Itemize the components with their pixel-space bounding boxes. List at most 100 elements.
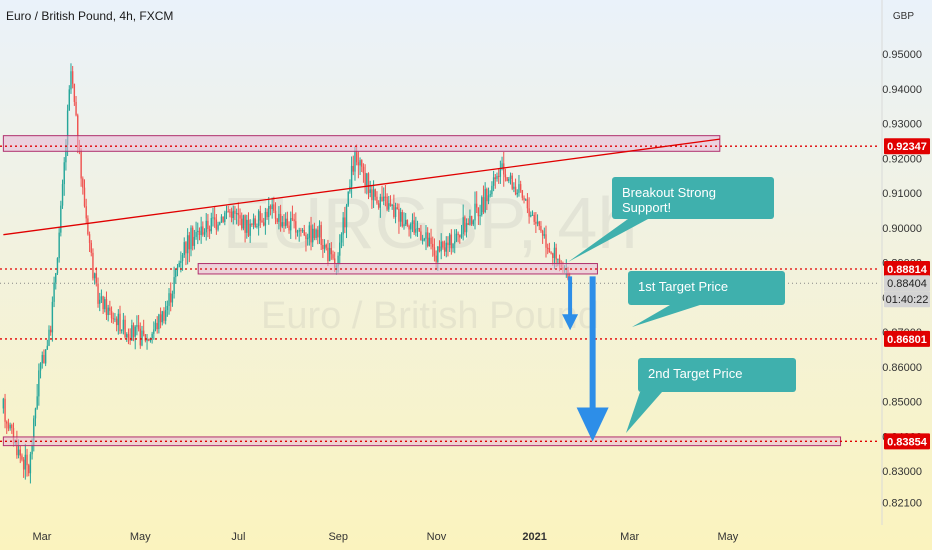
candle-body — [317, 229, 319, 238]
candle-body — [93, 273, 96, 279]
candle-body — [525, 199, 527, 201]
candle-body — [279, 213, 282, 227]
candle-body — [99, 299, 101, 304]
y-tick-label: 0.86000 — [882, 362, 922, 374]
candle-body — [426, 232, 429, 247]
countdown-box — [884, 291, 930, 308]
candle-body — [300, 230, 302, 232]
candle-body — [55, 273, 57, 283]
candle-body — [410, 223, 412, 230]
candle-body — [323, 244, 326, 249]
candle-body — [212, 217, 214, 219]
candle-body — [131, 325, 133, 341]
candle-body — [492, 177, 495, 186]
candle-body — [450, 234, 453, 249]
symbol-title-text: Euro / British Pound, 4h, FXCM — [6, 9, 174, 23]
symbol-title: Euro / British Pound, 4h, FXCM — [6, 9, 173, 23]
candle-body — [362, 166, 365, 174]
callout-second-target[interactable]: 2nd Target Price — [638, 358, 796, 392]
candle-body — [290, 218, 292, 231]
candle-body — [457, 233, 459, 236]
candle-body — [526, 199, 529, 209]
candle-body — [17, 449, 20, 456]
candle-body — [396, 207, 398, 209]
candle-body — [19, 449, 21, 456]
candle-body — [68, 89, 70, 111]
candle-body — [350, 165, 353, 187]
candle-body — [305, 235, 307, 240]
price-label-box — [884, 433, 930, 450]
candle-body — [481, 197, 483, 215]
candle-body — [284, 218, 287, 227]
candle-body — [357, 162, 360, 166]
candle-body — [496, 175, 498, 179]
candle-body — [379, 196, 382, 208]
candle-body — [369, 189, 371, 193]
candle-body — [557, 258, 559, 260]
candle-body — [33, 418, 35, 446]
candle-body — [173, 277, 175, 294]
candle-body — [541, 230, 544, 236]
candle-body — [558, 258, 561, 265]
candle-body — [536, 221, 539, 224]
candle-body — [332, 254, 334, 259]
candle-body — [38, 370, 40, 397]
candle-body — [12, 428, 15, 444]
candle-body — [381, 196, 383, 202]
price-label-box — [884, 260, 930, 277]
candle-body — [408, 225, 410, 230]
candle-body — [479, 214, 481, 217]
candle-body — [548, 248, 551, 253]
candle-body — [281, 222, 283, 227]
candle-body — [41, 354, 43, 364]
candle-body — [2, 398, 5, 409]
candle-body — [416, 228, 419, 230]
candle-body — [413, 220, 415, 233]
candle-body — [303, 230, 305, 236]
candle-body — [452, 243, 454, 249]
candle-body — [70, 71, 72, 90]
callout-breakout-pointer — [568, 219, 648, 262]
candle-body — [171, 293, 174, 303]
candle-body — [443, 247, 446, 252]
candle-body — [318, 225, 321, 238]
candle-body — [142, 330, 145, 335]
candle-body — [144, 334, 147, 341]
candle-body — [100, 296, 103, 300]
candle-body — [374, 189, 376, 197]
candle-body — [347, 191, 349, 206]
candle-body — [9, 424, 11, 429]
price-zone — [197, 263, 598, 275]
candle-body — [44, 349, 47, 364]
candle-body — [65, 144, 67, 163]
candle-body — [43, 354, 45, 364]
candle-body — [499, 168, 502, 177]
candle-body — [7, 423, 10, 429]
candle-body — [354, 152, 356, 172]
candle-body — [224, 212, 226, 222]
candle-body — [340, 234, 343, 243]
candle-body — [425, 232, 427, 239]
candle-body — [460, 234, 463, 238]
candle-body — [477, 207, 480, 217]
candle-body — [102, 296, 104, 310]
candle-body — [225, 211, 228, 213]
callout-first-target[interactable]: 1st Target Price — [628, 271, 785, 305]
price-zone — [2, 135, 721, 152]
candle-body — [115, 318, 118, 326]
candle-body — [545, 234, 547, 248]
candle-body — [232, 210, 234, 218]
candle-body — [440, 241, 442, 252]
candle-body — [4, 398, 6, 422]
callout-breakout-support[interactable]: Breakout Strong Support! — [612, 177, 774, 219]
candle-body — [514, 186, 517, 195]
candle-body — [411, 220, 414, 224]
candle-body — [235, 213, 238, 215]
candle-body — [454, 241, 456, 244]
countdown-text: 01:40:22 — [886, 294, 929, 306]
candle-body — [120, 329, 123, 332]
currency-label: GBP — [893, 11, 914, 22]
